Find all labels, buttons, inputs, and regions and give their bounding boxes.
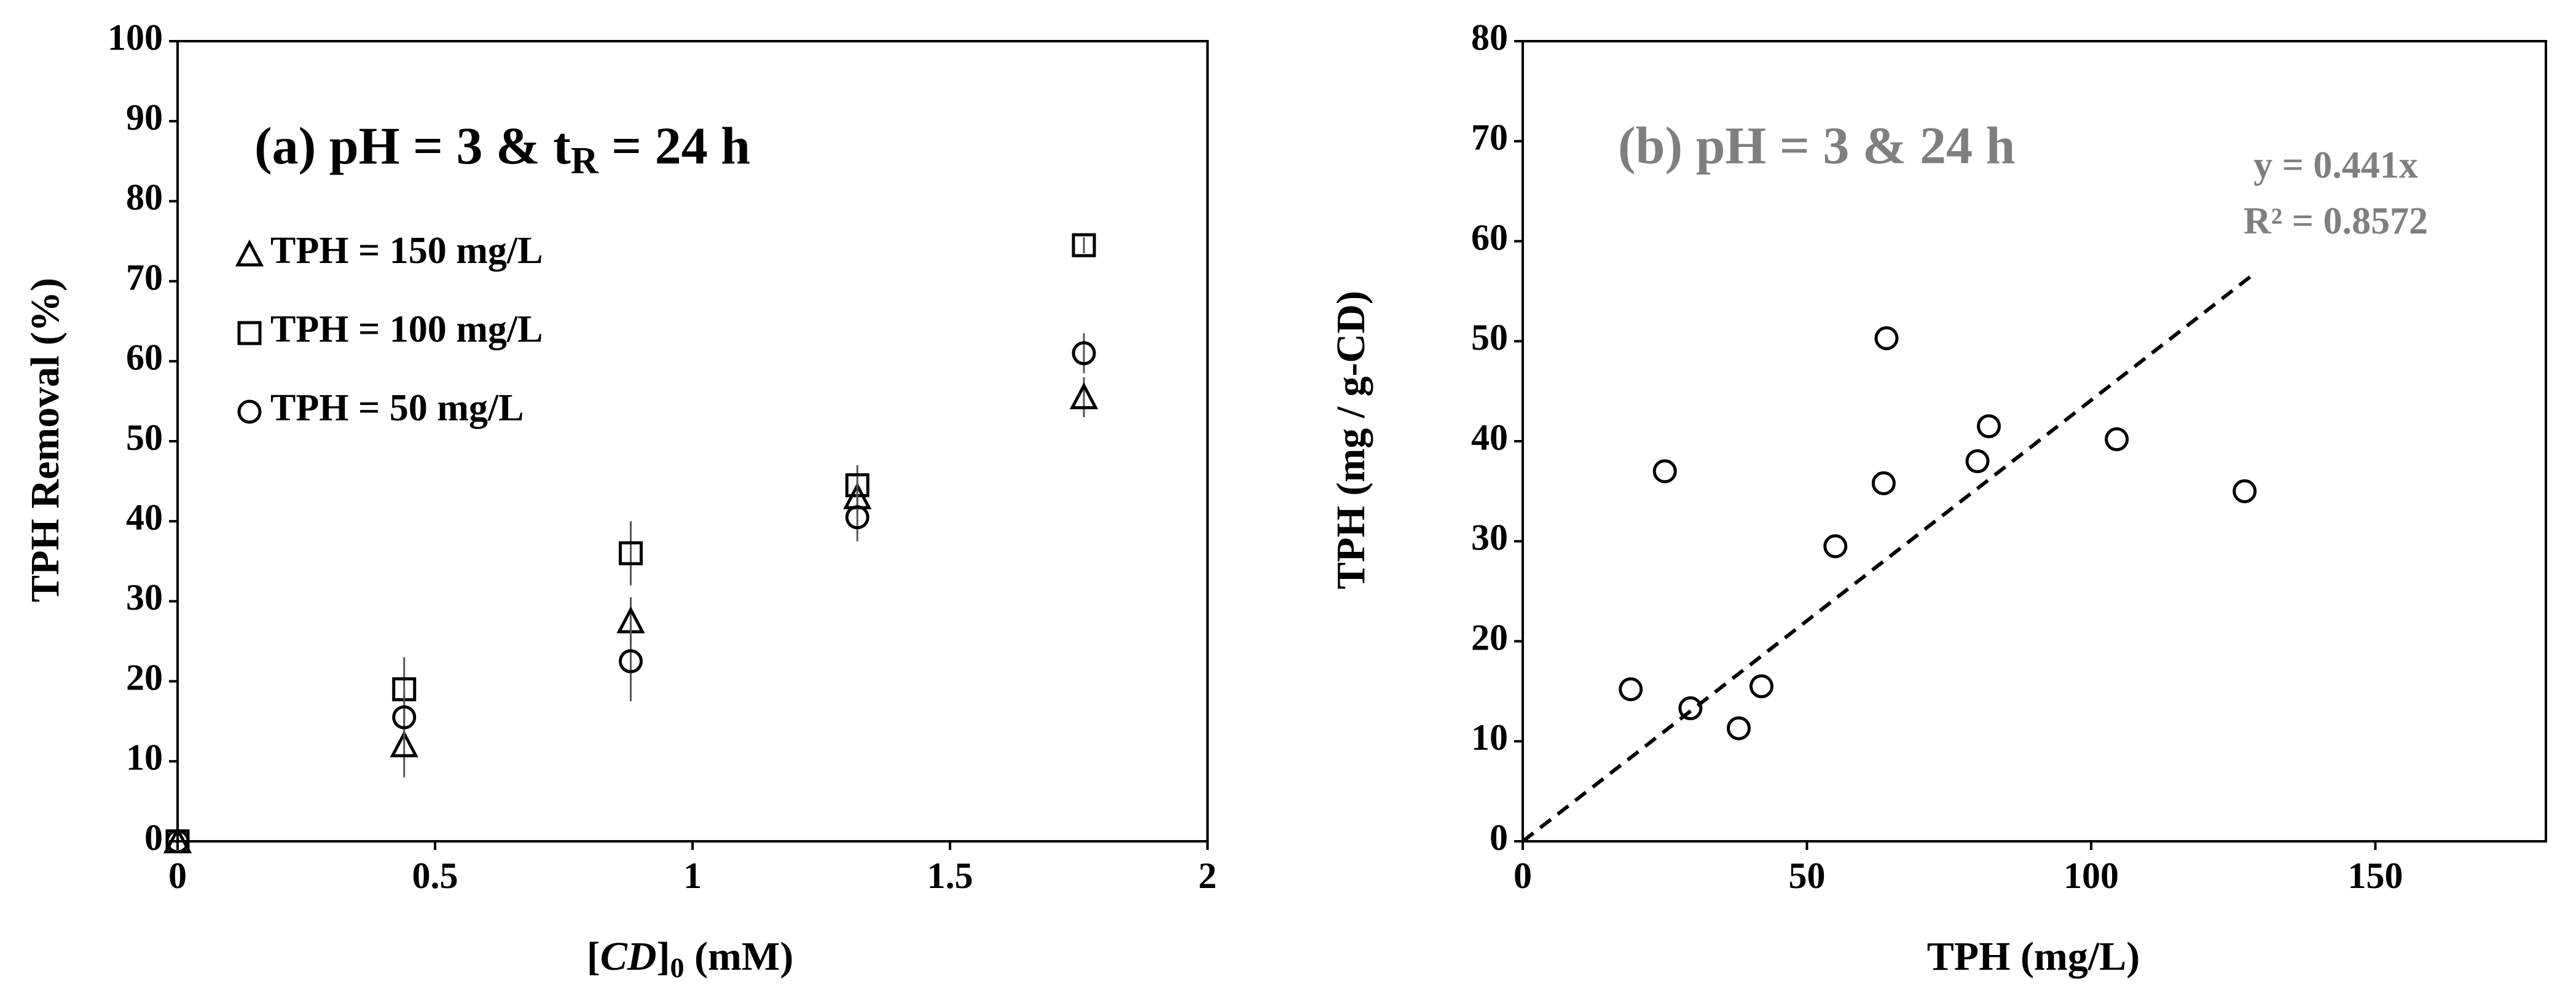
marker [618,649,643,674]
chart-title: (a) pH = 3 & tR = 24 h [254,116,750,183]
chart-a: (a) pH = 3 & tR = 24 h [CD]0 (mM) TPH Re… [23,17,1217,983]
marker [1072,341,1096,366]
legend-label: TPH = 150 mg/L [270,230,543,272]
marker [1652,459,1677,484]
marker [2105,427,2129,452]
label-part: CD [600,934,657,979]
legend-marker [235,239,264,267]
trendline [1522,275,2252,843]
trendline-r2: R² = 0.8572 [2244,200,2428,242]
marker [1965,449,1990,474]
legend-label: TPH = 50 mg/L [270,387,524,429]
y-tick-label: 40 [1471,417,1508,458]
marker [2232,479,2257,503]
marker [1727,716,1751,741]
y-tick-label: 40 [126,497,163,538]
y-tick-label: 20 [126,657,163,698]
marker [165,829,190,854]
legend-marker [237,321,262,345]
y-axis-label: TPH Removal (%) [23,278,68,602]
y-tick-label: 30 [1471,517,1508,558]
x-tick-label: 0 [1514,855,1532,896]
y-axis-label: TPH (mg / g-CD) [1329,291,1373,589]
marker [1977,414,2001,439]
legend-label: TPH = 100 mg/L [270,308,543,350]
y-tick-label: 20 [1471,617,1508,658]
marker [1874,326,1899,350]
y-tick-label: 50 [1471,317,1508,358]
marker [845,505,870,530]
y-tick-label: 70 [126,257,163,297]
y-tick-label: 50 [126,417,163,458]
title-part: (a) pH = 3 & t [254,116,571,175]
label-part: (mM) [684,934,793,979]
title-subscript: R [571,140,599,182]
marker [1749,674,1773,699]
label-part: ] [656,934,670,979]
y-tick-label: 0 [1490,817,1508,858]
marker [1069,382,1099,409]
y-tick-label: 10 [126,737,163,778]
y-tick-label: 80 [126,177,163,218]
x-tick-label: 150 [2348,855,2403,896]
x-axis-label: [CD]0 (mM) [587,934,793,983]
x-tick-label: 0.5 [412,855,458,896]
x-tick-label: 100 [2064,855,2119,896]
legend-marker [237,399,262,424]
y-tick-label: 90 [126,97,163,138]
chart-b: (b) pH = 3 & 24 h TPH (mg/L) TPH (mg / g… [1329,17,2547,979]
y-tick-label: 60 [1471,217,1508,257]
trendline-equation: y = 0.441x [2253,144,2418,186]
x-tick-label: 2 [1198,855,1217,896]
marker [1619,677,1643,702]
y-tick-label: 70 [1471,117,1508,158]
y-tick-label: 0 [144,817,163,858]
marker [1072,233,1096,257]
label-subscript: 0 [670,952,684,983]
x-tick-label: 1.5 [927,855,973,896]
y-tick-label: 10 [1471,717,1508,758]
marker [1823,534,1848,559]
marker [1871,471,1896,495]
marker [390,730,418,758]
y-tick-label: 100 [108,17,163,58]
y-tick-label: 80 [1471,17,1508,58]
y-tick-label: 30 [126,577,163,618]
label-part: [ [587,934,600,979]
x-tick-label: 0 [168,855,187,896]
chart-title: (b) pH = 3 & 24 h [1618,116,2015,175]
y-tick-label: 60 [126,337,163,378]
marker [618,541,643,565]
marker [1678,696,1703,721]
x-tick-label: 50 [1789,855,1826,896]
x-tick-label: 1 [683,855,702,896]
x-axis-label: TPH (mg/L) [1927,934,2140,979]
title-part: = 24 h [599,116,750,175]
marker [392,705,417,729]
